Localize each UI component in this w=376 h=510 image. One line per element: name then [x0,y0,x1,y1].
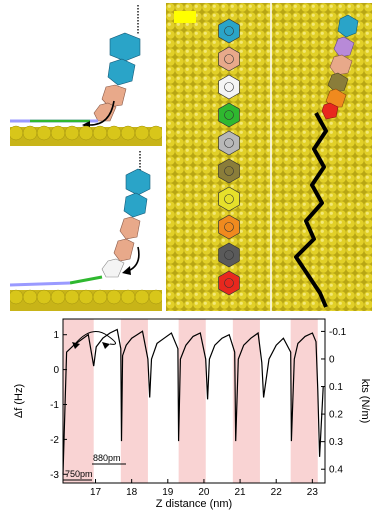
x-axis-label: Z distance (nm) [156,498,232,510]
molecule-chain-a [10,32,141,123]
molecule-ring [224,26,234,36]
molecule-ring [224,54,234,64]
panel-b-molecule-pull [10,149,162,311]
panel-b-svg [10,151,162,311]
x-tick-label: 21 [235,487,247,498]
lifted-molecule-top [321,14,359,120]
y-tick-label: -1 [50,400,59,411]
y-axis-ticks: 1 0 -1 -2 -3 [50,330,67,481]
molecule-unit [218,46,240,72]
y-tick-label: -2 [50,435,59,446]
arrow-head-right [102,342,110,349]
panel-a-molecule-lift [10,3,162,146]
molecule-ring [224,166,234,176]
y2-tick-label: 0.4 [329,465,343,476]
df-vs-z-chart: 17 18 19 20 21 22 23 1 0 -1 -2 -3 -0.1 0 0.1 0.2 0.3 0.… [13,318,371,510]
molecule-unit [218,130,240,156]
annotation-750pm: 750pm [65,469,93,479]
y2-axis-ticks: -0.1 0 0.1 0.2 0.3 0.4 [321,327,347,476]
x-axis-ticks: 17 18 19 20 21 22 23 [90,479,318,498]
x-tick-label: 19 [162,487,174,498]
x-tick-label: 17 [90,487,102,498]
y-tick-label: -3 [50,470,59,481]
panel-c-svg [166,3,372,311]
y-tick-label: 0 [53,365,59,376]
panel-d-chart: 17 18 19 20 21 22 23 1 0 -1 -2 -3 -0.1 0 0.1 0.2 0.3 0.… [0,314,376,510]
molecule-column [218,18,240,296]
arrow-head-left [72,342,80,349]
molecule-unit [218,186,240,212]
molecule-ring [224,82,234,92]
annotation-880pm: 880pm [93,453,121,463]
surface-atoms-a [10,125,162,146]
shaded-band [63,319,94,483]
molecule-unit [218,270,240,296]
x-tick-label: 23 [307,487,319,498]
y2-tick-label: -0.1 [329,327,347,338]
series-line [62,328,324,475]
surface-atoms-b [10,289,162,311]
molecule-unit [218,158,240,184]
y2-tick-label: 0 [329,354,335,365]
molecule-unit [218,242,240,268]
shaded-band [290,319,318,483]
y2-tick-label: 0.1 [329,382,343,393]
molecule-ring [224,110,234,120]
shaded-band [178,319,206,483]
panel-a-svg [10,5,162,146]
shaded-bands [63,319,318,483]
y2-tick-label: 0.3 [329,437,343,448]
molecule-ring [224,250,234,260]
molecule-unit [218,214,240,240]
y2-tick-label: 0.2 [329,410,343,421]
x-tick-label: 20 [198,487,210,498]
scale-bar [174,11,196,23]
molecule-chain-b [10,168,151,287]
molecule-ring [224,194,234,204]
y-axis-label: Δf (Hz) [13,384,25,418]
molecule-unit [218,74,240,100]
y2-axis-label: kts (N/m) [359,379,371,424]
motion-arrow-a [89,100,115,126]
panel-c-top-view [166,3,372,311]
molecule-ring [224,222,234,232]
shaded-band [120,319,148,483]
molecule-ring [224,278,234,288]
molecule-ring [224,138,234,148]
molecule-unit [218,102,240,128]
annotation-arrow [74,331,116,345]
molecule-unit [218,18,240,44]
x-tick-label: 18 [126,487,138,498]
trajectory-path [294,112,328,308]
arrow-head-b [122,266,131,275]
plot-frame [62,318,326,484]
y-tick-label: 1 [53,330,59,341]
x-tick-label: 22 [271,487,283,498]
